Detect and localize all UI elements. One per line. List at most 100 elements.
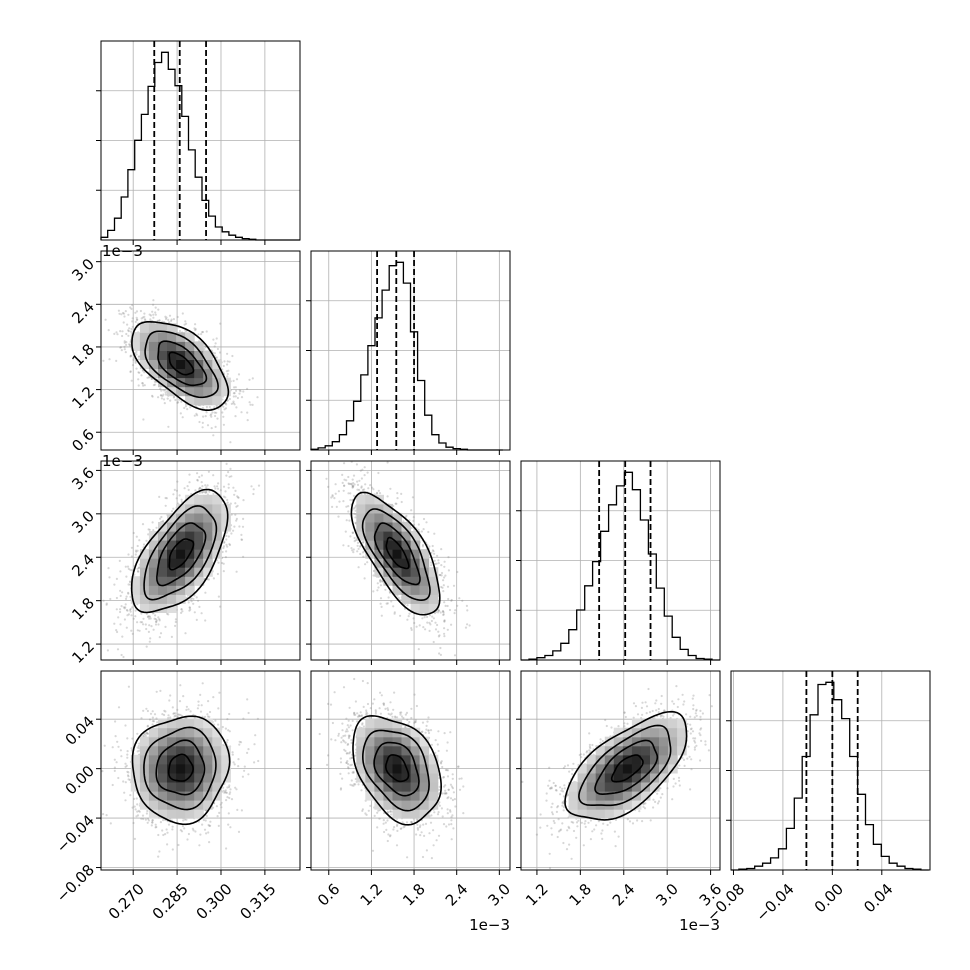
scatter-point: [147, 630, 150, 634]
scatter-point: [113, 332, 116, 335]
density-cell: [604, 809, 615, 819]
scatter-point: [337, 734, 340, 737]
density-cell: [130, 341, 141, 351]
scatter-point: [196, 707, 199, 710]
scatter-point: [149, 617, 152, 620]
scatter-point: [451, 773, 454, 776]
scatter-point: [342, 734, 345, 738]
scatter-point: [588, 745, 592, 748]
scatter-point: [566, 793, 569, 796]
density-cell: [622, 754, 633, 765]
density-cell: [613, 772, 624, 783]
panel-content: [516, 685, 713, 870]
scatter-point: [426, 615, 429, 619]
scatter-point: [149, 637, 152, 640]
scatter-point: [119, 623, 122, 626]
density-cell: [139, 567, 150, 577]
scatter-point: [651, 709, 654, 713]
scatter-point: [462, 812, 465, 815]
scatter-point: [107, 329, 110, 332]
scatter-point: [548, 779, 551, 782]
scatter-point: [129, 794, 132, 797]
density-cell: [158, 594, 168, 604]
scatter-point: [159, 394, 162, 397]
scatter-point: [116, 648, 120, 651]
scatter-point: [164, 504, 167, 507]
scatter-point: [157, 623, 160, 626]
scatter-point: [369, 804, 372, 808]
density-cell: [203, 549, 213, 559]
density-cell: [401, 754, 412, 765]
density-cell: [577, 800, 588, 810]
density-cell: [203, 531, 213, 541]
density-cell: [212, 763, 222, 774]
scatter-point: [377, 489, 380, 492]
density-cell: [640, 782, 651, 792]
scatter-point: [136, 621, 139, 624]
scatter-point: [516, 798, 518, 800]
scatter-point: [428, 621, 431, 625]
density-cell: [668, 745, 678, 756]
scatter-point: [154, 623, 158, 626]
scatter-point: [148, 615, 151, 618]
scatter-point: [681, 756, 684, 760]
density-cell: [401, 567, 412, 577]
scatter-point: [363, 577, 366, 580]
scatter-point: [122, 606, 125, 609]
scatter-point: [185, 708, 188, 712]
scatter-point: [143, 318, 146, 321]
scatter-point: [248, 378, 251, 381]
scatter-point: [333, 691, 336, 694]
x-tick-label: 0.270: [105, 880, 148, 923]
scatter-point: [214, 425, 217, 428]
scatter-point: [147, 528, 150, 531]
scatter-point: [137, 809, 140, 813]
scatter-point: [438, 609, 441, 612]
density-cell: [631, 754, 642, 765]
density-cell: [374, 782, 384, 792]
density-cell: [392, 540, 403, 550]
y-tick-label: 3.0: [68, 255, 98, 285]
density-cell: [158, 350, 168, 360]
scatter-point: [589, 838, 593, 841]
scatter-point: [139, 621, 142, 624]
scatter-point: [209, 824, 212, 827]
scatter-point: [222, 789, 225, 792]
scatter-point: [415, 833, 418, 836]
density-cell: [167, 549, 177, 559]
scatter-point: [682, 703, 685, 706]
scatter-point: [142, 617, 145, 620]
scatter-point: [158, 319, 161, 322]
scatter-point: [656, 802, 660, 805]
density-cell: [419, 791, 430, 801]
scatter-point: [163, 713, 166, 717]
density-cell: [392, 718, 403, 729]
scatter-point: [227, 535, 230, 538]
scatter-point: [434, 751, 437, 755]
density-cell: [212, 512, 222, 523]
scatter-point: [215, 337, 218, 340]
scatter-point: [378, 707, 381, 710]
scatter-point: [135, 797, 138, 800]
density-cell: [365, 727, 375, 738]
scatter-point: [180, 500, 183, 503]
density-cell: [383, 512, 393, 523]
scatter-point: [410, 820, 413, 824]
scatter-point: [223, 450, 225, 452]
scatter-point: [127, 775, 130, 778]
scatter-point: [452, 791, 455, 794]
scatter-point: [589, 747, 592, 750]
scatter-point: [588, 749, 591, 752]
density-cell: [392, 745, 403, 756]
density-cell: [212, 531, 222, 541]
density-cell: [365, 531, 375, 541]
density-cell: [158, 782, 168, 792]
x-tick-label: 0.300: [193, 880, 236, 923]
scatter-point: [353, 677, 356, 681]
density-cell: [148, 549, 159, 559]
y-tick-label: −0.04: [53, 811, 98, 856]
scatter-point: [352, 551, 355, 554]
density-cell: [194, 782, 204, 792]
scatter-point: [661, 793, 664, 796]
density-cell: [212, 503, 222, 514]
